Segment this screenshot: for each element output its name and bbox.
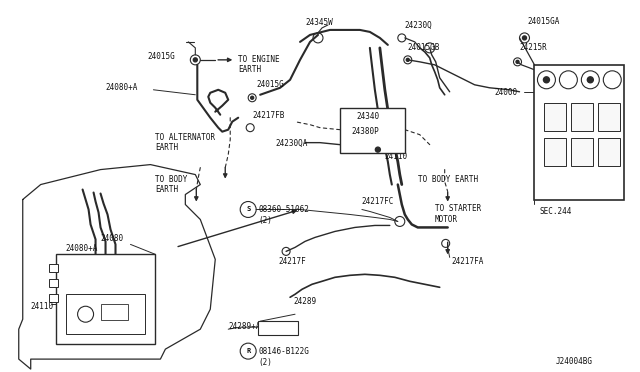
Text: 24000: 24000 <box>495 88 518 97</box>
Text: TO BODY
EARTH: TO BODY EARTH <box>156 174 188 194</box>
Text: 24110: 24110 <box>31 302 54 311</box>
Text: J24004BG: J24004BG <box>556 357 593 366</box>
Text: 24215R: 24215R <box>520 43 547 52</box>
Text: 08146-B122G
(2): 08146-B122G (2) <box>258 347 309 366</box>
Bar <box>340 108 404 153</box>
Text: 24380P: 24380P <box>352 127 380 136</box>
Bar <box>572 138 593 166</box>
Text: 24289: 24289 <box>293 297 316 306</box>
Text: TO STARTER
MOTOR: TO STARTER MOTOR <box>435 205 481 224</box>
Text: 24230Q: 24230Q <box>404 21 433 30</box>
Circle shape <box>406 58 409 61</box>
Text: 24015GB: 24015GB <box>408 43 440 52</box>
Text: 24217FA: 24217FA <box>452 257 484 266</box>
Bar <box>66 294 145 334</box>
Text: 24015G: 24015G <box>147 52 175 61</box>
Bar <box>545 138 566 166</box>
Text: 24110: 24110 <box>385 152 408 161</box>
Text: SEC.244: SEC.244 <box>540 208 572 217</box>
Bar <box>572 103 593 131</box>
Bar <box>49 264 58 272</box>
Circle shape <box>543 77 549 83</box>
Bar <box>598 103 620 131</box>
Circle shape <box>588 77 593 83</box>
Bar <box>56 254 156 344</box>
Circle shape <box>251 96 253 99</box>
Text: 24080: 24080 <box>100 234 124 243</box>
Text: 24230QA: 24230QA <box>275 139 307 148</box>
Text: 24080+A: 24080+A <box>66 244 98 253</box>
Circle shape <box>376 147 380 152</box>
Bar <box>534 65 624 199</box>
Circle shape <box>516 60 519 63</box>
Circle shape <box>522 36 527 40</box>
Text: 24217FC: 24217FC <box>362 198 394 206</box>
Text: 24080+A: 24080+A <box>106 83 138 92</box>
Bar <box>49 279 58 287</box>
Bar <box>49 294 58 302</box>
Text: TO BODY EARTH: TO BODY EARTH <box>418 174 478 183</box>
Text: 24345W: 24345W <box>305 18 333 27</box>
Bar <box>258 321 298 335</box>
Text: 08360-51062
(2): 08360-51062 (2) <box>258 205 309 225</box>
Bar <box>598 138 620 166</box>
Text: 24217FB: 24217FB <box>252 111 285 120</box>
Bar <box>545 103 566 131</box>
Circle shape <box>193 58 197 62</box>
Text: 24217F: 24217F <box>278 257 306 266</box>
Text: TO ALTERNATOR
EARTH: TO ALTERNATOR EARTH <box>156 133 216 152</box>
Text: 24015GA: 24015GA <box>527 17 560 26</box>
Text: R: R <box>246 348 250 354</box>
Text: TO ENGINE
EARTH: TO ENGINE EARTH <box>238 55 280 74</box>
Text: S: S <box>246 206 250 212</box>
Text: 24015G: 24015G <box>256 80 284 89</box>
Text: 24340: 24340 <box>357 112 380 121</box>
Text: 24289+A: 24289+A <box>228 322 260 331</box>
Bar <box>100 304 129 320</box>
